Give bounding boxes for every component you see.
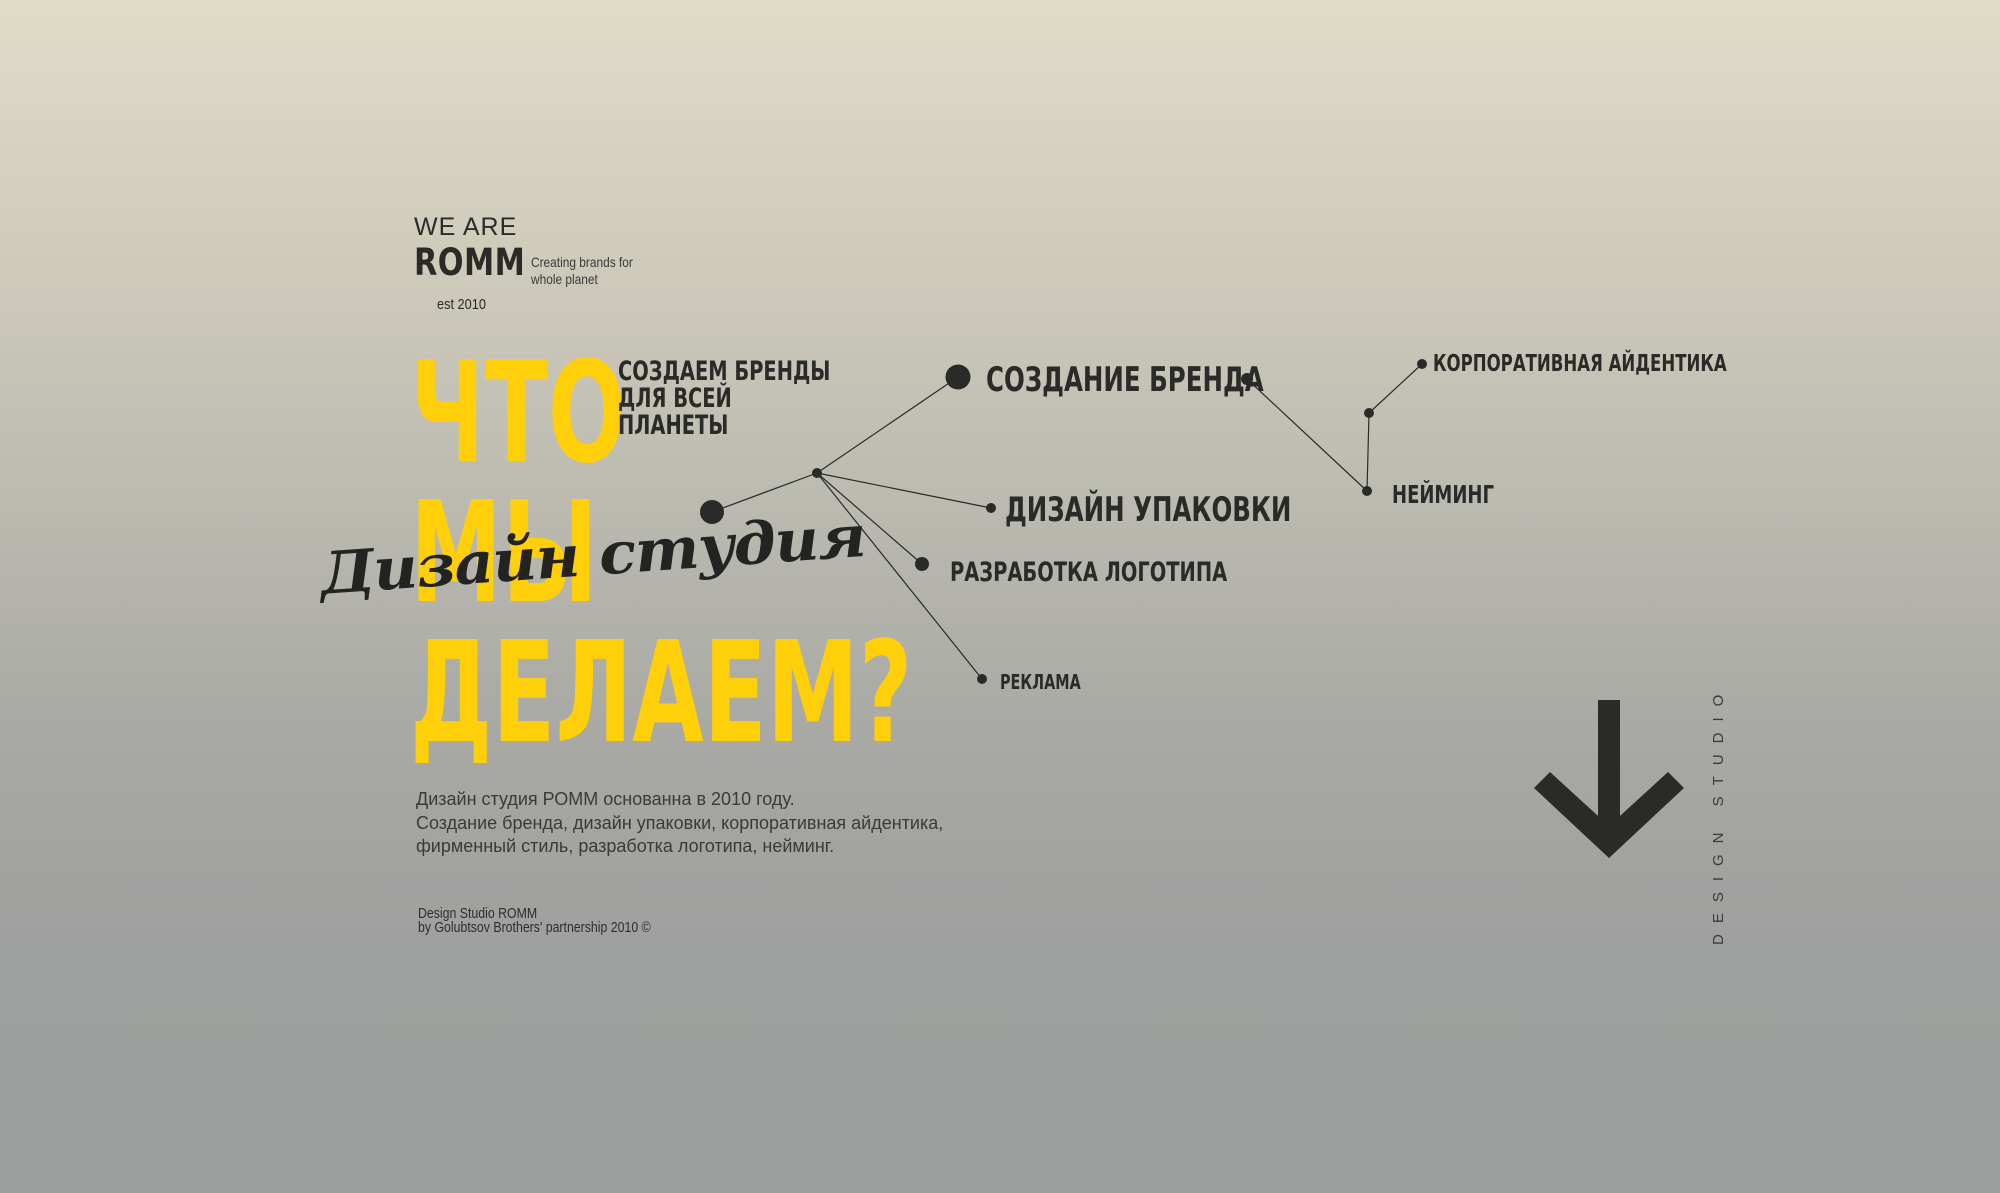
brand-tagline: Creating brands for whole planet (531, 254, 633, 288)
service-ads-link[interactable]: РЕКЛАМА (1000, 670, 1081, 694)
studio-description: Дизайн студия РОММ основанна в 2010 году… (416, 788, 943, 859)
tagline-line: Creating brands for (531, 254, 633, 270)
footer-line: by Golubtsov Brothers' partnership 2010 … (418, 920, 651, 936)
footer-credits: Design Studio ROMM by Golubtsov Brothers… (418, 906, 651, 936)
sub-headline: СОЗДАЕМ БРЕНДЫ ДЛЯ ВСЕЙ ПЛАНЕТЫ (618, 358, 830, 439)
footer-line: Design Studio ROMM (418, 906, 538, 922)
tagline-line: whole planet (531, 271, 598, 287)
headline-line-3: ДЕЛАЕМ? (410, 612, 913, 775)
arrow-down-icon[interactable] (1534, 698, 1684, 858)
headline-line-2: МЫ (410, 472, 598, 635)
service-logo-link[interactable]: РАЗРАБОТКА ЛОГОТИПА (950, 557, 1228, 588)
vertical-studio-label: DESIGN STUDIO (1710, 683, 1727, 945)
service-brand-link[interactable]: СОЗДАНИЕ БРЕНДА (986, 360, 1264, 400)
sub-headline-line: ДЛЯ ВСЕЙ (618, 383, 732, 414)
packaging-node (986, 503, 996, 513)
logo-node (915, 557, 929, 571)
sub-headline-line: СОЗДАЕМ БРЕНДЫ (618, 356, 831, 387)
naming-node (1362, 486, 1372, 496)
description-line: фирменный стиль, разработка логотипа, не… (416, 836, 835, 856)
we-are-label: WE ARE (414, 213, 518, 241)
description-line: Дизайн студия РОММ основанна в 2010 году… (416, 789, 795, 809)
ads-node (977, 674, 987, 684)
service-corporate-link[interactable]: КОРПОРАТИВНАЯ АЙДЕНТИКА (1433, 351, 1727, 377)
corporate-node (1417, 359, 1427, 369)
established-label: est 2010 (437, 296, 486, 313)
mid-node (1364, 408, 1374, 418)
hub-node (812, 468, 822, 478)
service-naming-link[interactable]: НЕЙМИНГ (1392, 480, 1494, 509)
sub-headline-line: ПЛАНЕТЫ (618, 410, 729, 441)
brand-logo[interactable]: ROMM (414, 241, 526, 284)
brand-node (945, 364, 971, 390)
headline-line-1: ЧТО (410, 332, 627, 495)
description-line: Создание бренда, дизайн упаковки, корпор… (416, 812, 944, 833)
service-packaging-link[interactable]: ДИЗАЙН УПАКОВКИ (1005, 490, 1292, 530)
